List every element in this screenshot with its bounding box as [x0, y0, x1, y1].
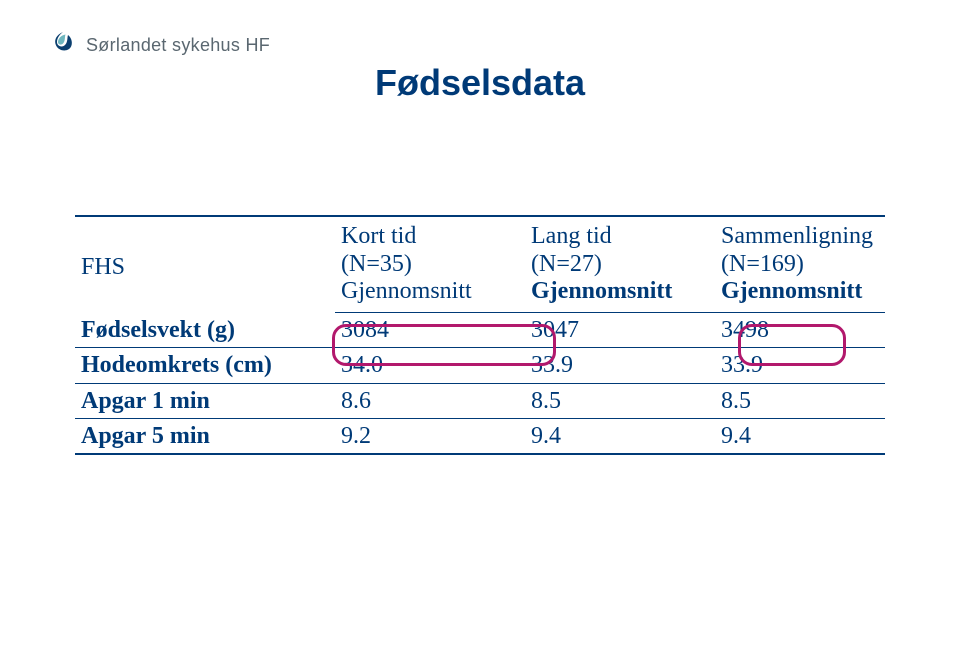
logo-icon — [50, 30, 76, 61]
col-group-2-name: Sammenligning — [721, 223, 873, 249]
row3-v3: 9.4 — [715, 418, 885, 454]
row3-v1: 9.2 — [335, 418, 525, 454]
col-group-0-name: Kort tid — [341, 223, 416, 249]
page-title: Fødselsdata — [0, 62, 960, 104]
row1-v3: 33.9 — [715, 348, 885, 383]
fhs-corner-label: FHS — [75, 216, 335, 312]
table-row: Apgar 5 min 9.2 9.4 9.4 — [75, 418, 885, 454]
table-body: Fødselsvekt (g) 3084 3047 3498 Hodeomkre… — [75, 312, 885, 454]
col-group-2-n: (N=169) — [721, 251, 804, 277]
col-group-2: Sammenligning (N=169) — [715, 216, 885, 278]
col-group-1: Lang tid (N=27) — [525, 216, 715, 278]
data-table: FHS Kort tid (N=35) Lang tid (N=27) Samm… — [75, 215, 885, 455]
col-group-0: Kort tid (N=35) — [335, 216, 525, 278]
row0-label: Fødselsvekt (g) — [75, 312, 335, 347]
row1-v1: 34.0 — [335, 348, 525, 383]
row1-label: Hodeomkrets (cm) — [75, 348, 335, 383]
row2-v1: 8.6 — [335, 383, 525, 418]
row1-v2: 33.9 — [525, 348, 715, 383]
row0-v2: 3047 — [525, 312, 715, 347]
table-row: Hodeomkrets (cm) 34.0 33.9 33.9 — [75, 348, 885, 383]
col-stat-1: Gjennomsnitt — [525, 278, 715, 312]
col-stat-0: Gjennomsnitt — [335, 278, 525, 312]
row3-label: Apgar 5 min — [75, 418, 335, 454]
row0-v1: 3084 — [335, 312, 525, 347]
table-row: Fødselsvekt (g) 3084 3047 3498 — [75, 312, 885, 347]
data-table-wrap: FHS Kort tid (N=35) Lang tid (N=27) Samm… — [75, 215, 885, 455]
row2-label: Apgar 1 min — [75, 383, 335, 418]
brand-name: Sørlandet sykehus HF — [86, 35, 270, 56]
col-stat-2: Gjennomsnitt — [715, 278, 885, 312]
brand-block: Sørlandet sykehus HF — [50, 30, 270, 61]
slide-page: Sørlandet sykehus HF Fødselsdata FHS Kor… — [0, 0, 960, 664]
col-group-1-name: Lang tid — [531, 223, 612, 249]
row2-v3: 8.5 — [715, 383, 885, 418]
row0-v3: 3498 — [715, 312, 885, 347]
row2-v2: 8.5 — [525, 383, 715, 418]
table-header-row-1: FHS Kort tid (N=35) Lang tid (N=27) Samm… — [75, 216, 885, 278]
col-group-1-n: (N=27) — [531, 251, 602, 277]
table-row: Apgar 1 min 8.6 8.5 8.5 — [75, 383, 885, 418]
col-group-0-n: (N=35) — [341, 251, 412, 277]
row3-v2: 9.4 — [525, 418, 715, 454]
